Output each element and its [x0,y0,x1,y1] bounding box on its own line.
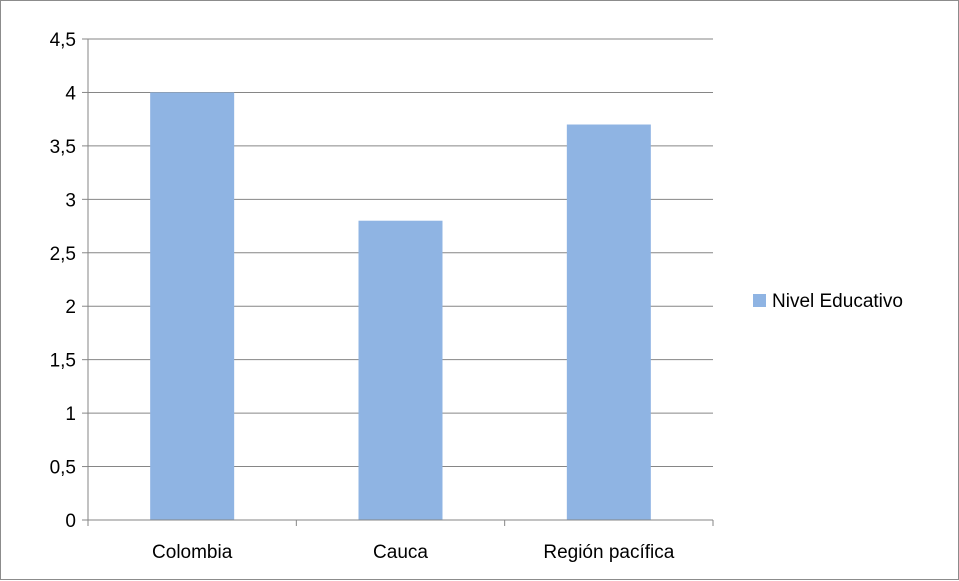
y-tick-label: 3 [65,190,76,211]
y-tick-label: 1 [65,404,76,425]
bars [150,92,651,520]
bar [566,124,651,520]
legend: Nivel Educativo [753,291,903,312]
y-tick-label: 0,5 [50,458,76,479]
bar [358,220,443,520]
y-tick-label: 1,5 [50,351,76,372]
legend-swatch [753,294,766,307]
legend-label: Nivel Educativo [772,291,903,312]
bar [150,92,235,520]
x-tick-label: Colombia [152,542,233,563]
y-tick-label: 4 [65,83,76,104]
x-tick-label: Cauca [373,542,428,563]
x-tick-label: Región pacífica [543,542,674,563]
y-tick-label: 4,5 [50,30,76,51]
y-tick-label: 0 [65,511,76,532]
x-tick-labels: Colombia Cauca Región pacífica [152,542,675,563]
y-tick-label: 2 [65,297,76,318]
y-tick-label: 2,5 [50,244,76,265]
y-tick-labels: 0 0,5 1 1,5 2 2,5 3 3,5 4 4,5 [50,30,77,532]
y-tick-label: 3,5 [50,137,76,158]
axes [82,38,714,526]
